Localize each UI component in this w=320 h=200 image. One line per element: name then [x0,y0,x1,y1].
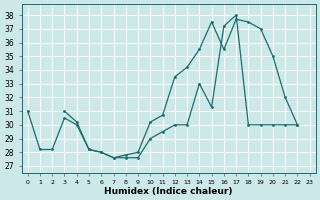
X-axis label: Humidex (Indice chaleur): Humidex (Indice chaleur) [104,187,233,196]
